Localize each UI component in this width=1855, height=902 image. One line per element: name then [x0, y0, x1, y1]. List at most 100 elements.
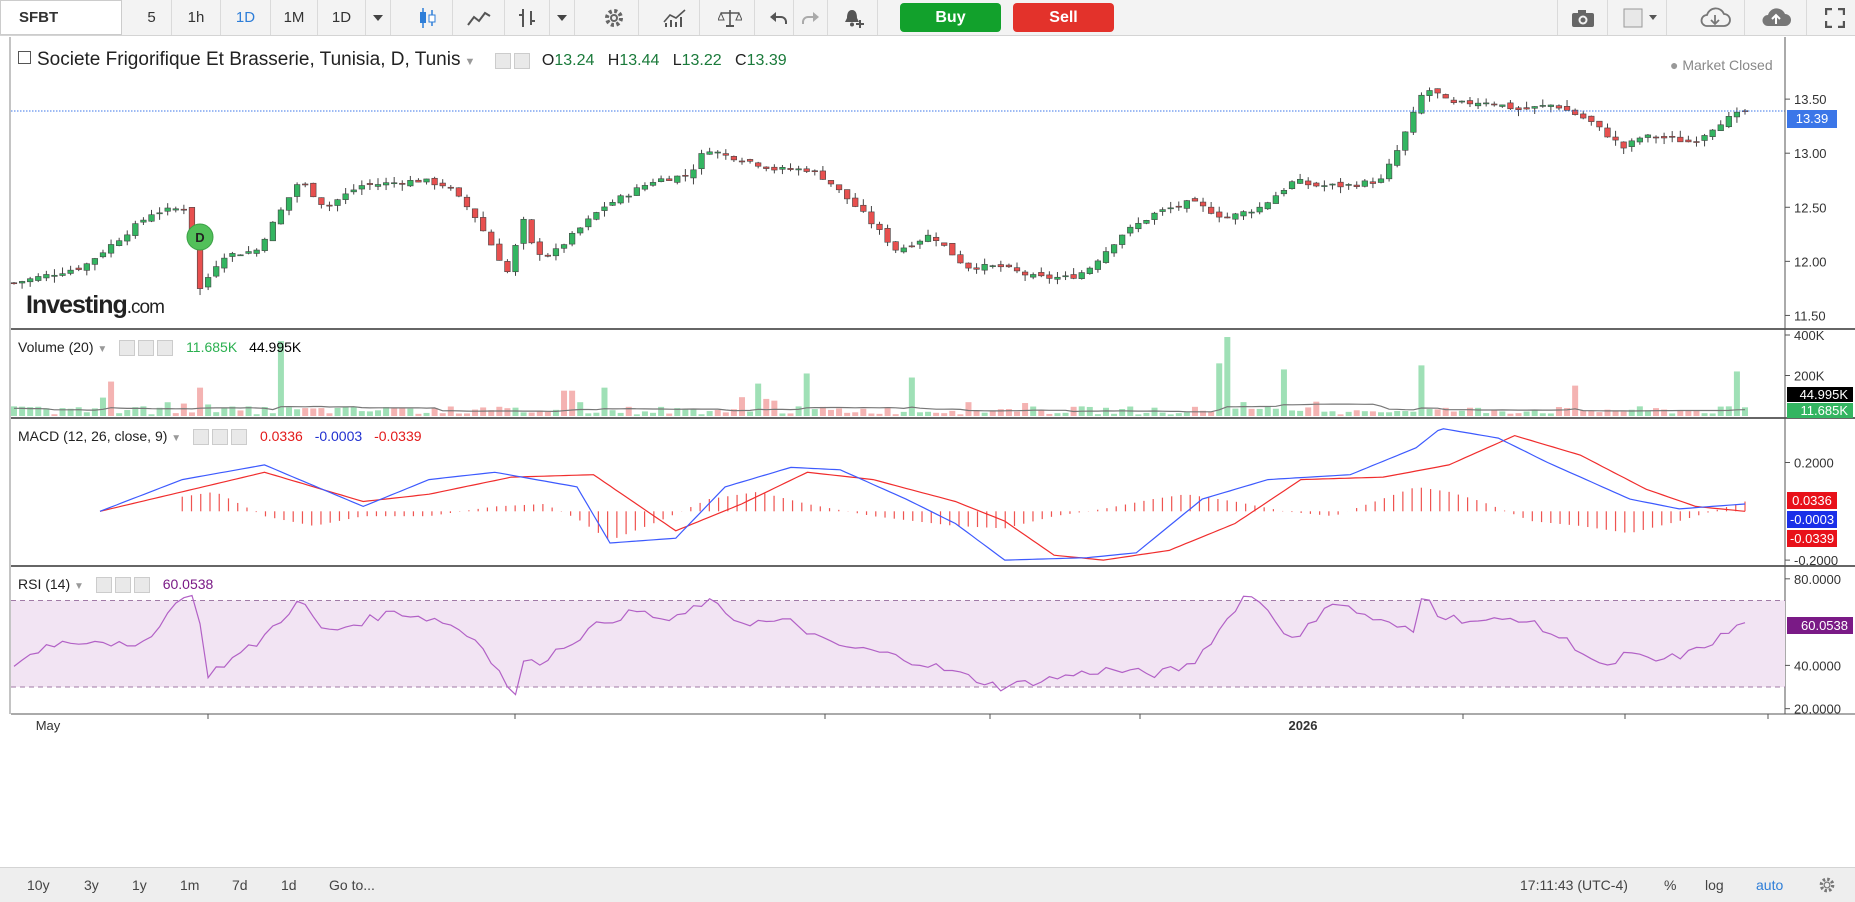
volume-pane[interactable]: 400K 200K 44.995K 11.685K: [11, 328, 1853, 418]
close-icon[interactable]: [157, 340, 174, 357]
interval-dropdown[interactable]: 1D: [318, 0, 366, 35]
chevron-down-icon[interactable]: ▼: [464, 56, 476, 68]
compare-scale-icon[interactable]: [705, 0, 755, 35]
collapse-pane-icon[interactable]: [18, 51, 31, 65]
eye-icon[interactable]: [494, 52, 511, 69]
time-axis: May 2026: [36, 714, 1769, 733]
candle: [1272, 191, 1279, 204]
volume-bar: [132, 407, 139, 416]
dividend-badge[interactable]: D: [186, 223, 214, 251]
gear-icon[interactable]: [114, 577, 131, 594]
chevron-down-icon[interactable]: ▼: [171, 433, 182, 444]
candle: [1224, 212, 1231, 219]
interval-1m[interactable]: 1M: [271, 0, 318, 35]
volume-bar: [900, 411, 907, 416]
candle: [326, 201, 333, 212]
price-pane[interactable]: 13.50 13.00 12.50 12.00 11.50 13.39 D Invest…: [10, 87, 1837, 323]
candle: [1030, 272, 1037, 280]
volume-bar: [83, 412, 90, 416]
rsi-line: [13, 594, 1746, 696]
interval-5m[interactable]: 5: [132, 0, 172, 35]
candle: [900, 244, 907, 254]
alert-bell-icon[interactable]: [833, 0, 878, 35]
gear-icon[interactable]: [513, 52, 530, 69]
candle: [560, 243, 568, 253]
symbol-input[interactable]: SFBT: [0, 0, 122, 35]
gear-icon[interactable]: [138, 340, 155, 357]
volume-bar: [1620, 411, 1627, 416]
gear-icon[interactable]: [589, 0, 639, 35]
volume-bar: [625, 406, 632, 416]
rsi-pane[interactable]: 80.0000 40.0000 20.0000 60.0538: [11, 572, 1853, 717]
macd-hist-marker-label: -0.0339: [1790, 531, 1834, 546]
indicators-icon[interactable]: [650, 0, 700, 35]
eye-icon[interactable]: [119, 340, 136, 357]
chevron-down-icon[interactable]: ▼: [97, 344, 108, 355]
gear-icon[interactable]: [212, 429, 229, 446]
fullscreen-icon[interactable]: [1815, 0, 1855, 35]
line-chart-icon[interactable]: [453, 0, 505, 35]
candle: [908, 241, 915, 248]
gear-icon[interactable]: [1818, 868, 1836, 902]
range-10y[interactable]: 10y: [27, 877, 50, 893]
candle: [1491, 101, 1498, 107]
market-status: ● Market Closed: [1670, 57, 1773, 73]
bars-icon[interactable]: [505, 0, 550, 35]
candle: [51, 269, 58, 283]
eye-icon[interactable]: [95, 577, 112, 594]
volume-bar: [997, 409, 1004, 416]
sell-button[interactable]: Sell: [1013, 3, 1114, 32]
candle: [641, 182, 649, 192]
candle: [423, 178, 430, 185]
candle: [399, 180, 406, 191]
redo-icon[interactable]: [794, 0, 828, 35]
macd-pane[interactable]: 0.2000 -0.2000 0.0336 -0.0003 -0.0339: [99, 428, 1838, 568]
close-icon[interactable]: [133, 577, 150, 594]
log-scale-toggle[interactable]: log: [1705, 877, 1724, 893]
range-3y[interactable]: 3y: [84, 877, 99, 893]
percent-scale-toggle[interactable]: %: [1664, 877, 1677, 893]
chart-area[interactable]: 13.50 13.00 12.50 12.00 11.50 13.39 D Invest…: [0, 37, 1855, 867]
candle: [1248, 209, 1255, 219]
auto-scale-toggle[interactable]: auto: [1756, 877, 1784, 893]
cloud-upload-icon[interactable]: [1745, 0, 1807, 35]
volume-bar: [334, 407, 341, 416]
candle: [1531, 106, 1538, 115]
eye-icon[interactable]: [193, 429, 210, 446]
interval-1h[interactable]: 1h: [172, 0, 221, 35]
interval-1d[interactable]: 1D: [221, 0, 271, 35]
chevron-down-icon[interactable]: ▼: [74, 581, 84, 592]
x-tick-2026: 2026: [1289, 718, 1318, 733]
undo-icon[interactable]: [762, 0, 794, 35]
range-7d[interactable]: 7d: [232, 877, 248, 893]
volume-bar: [771, 400, 778, 416]
candle: [1628, 138, 1635, 152]
close-icon[interactable]: [231, 429, 248, 446]
volume-bar: [1475, 407, 1482, 416]
volume-bar: [1580, 410, 1587, 416]
candle: [714, 150, 721, 159]
volume-bar: [205, 404, 212, 416]
candle: [1013, 262, 1021, 274]
y-tick-label: 12.00: [1794, 254, 1827, 269]
candles-icon[interactable]: [401, 0, 453, 35]
goto-date-button[interactable]: Go to...: [329, 877, 375, 893]
range-1m[interactable]: 1m: [180, 877, 200, 893]
y-tick-label: 13.50: [1794, 92, 1827, 107]
volume-bar: [1466, 407, 1473, 416]
template-icon[interactable]: [1615, 0, 1667, 35]
buy-button[interactable]: Buy: [900, 3, 1001, 32]
candle: [1677, 130, 1684, 143]
candle: [1652, 135, 1660, 144]
candle: [221, 253, 228, 273]
cloud-download-icon[interactable]: [1685, 0, 1745, 35]
range-1y[interactable]: 1y: [132, 877, 147, 893]
chart-svg[interactable]: 13.50 13.00 12.50 12.00 11.50 13.39 D Invest…: [0, 37, 1855, 867]
chevron-down-icon[interactable]: [550, 0, 575, 35]
camera-icon[interactable]: [1557, 0, 1608, 35]
volume-bar: [852, 412, 859, 416]
volume-bar: [99, 397, 106, 416]
chevron-down-icon[interactable]: [366, 0, 391, 35]
candle: [391, 176, 398, 188]
range-1d[interactable]: 1d: [281, 877, 297, 893]
